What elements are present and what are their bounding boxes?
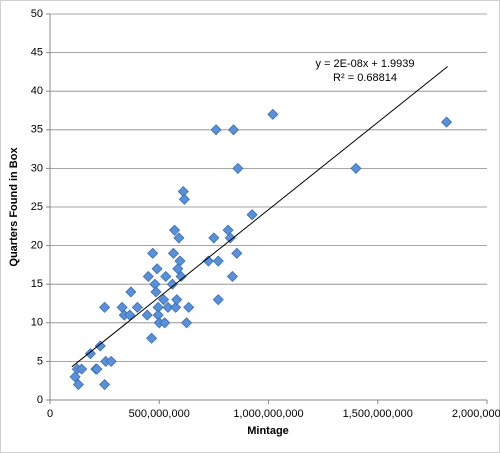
trend-equation: y = 2E-08x + 1.9939 bbox=[315, 58, 414, 70]
data-point bbox=[159, 317, 171, 329]
y-tick-label: 5 bbox=[37, 355, 43, 367]
data-point bbox=[158, 294, 170, 306]
y-axis-label: Quarters Found in Box bbox=[8, 147, 20, 267]
x-tick-label: 2,000,000,000 bbox=[452, 408, 500, 420]
data-point bbox=[183, 301, 195, 313]
x-axis-label: Mintage bbox=[247, 425, 289, 437]
y-tick-label: 40 bbox=[31, 85, 43, 97]
x-tick-label: 1,500,000,000 bbox=[343, 408, 413, 420]
data-point bbox=[226, 270, 239, 283]
data-point bbox=[151, 263, 163, 275]
data-point bbox=[231, 247, 243, 259]
data-point bbox=[105, 355, 117, 367]
data-point bbox=[147, 247, 159, 259]
data-point bbox=[162, 301, 174, 313]
trendline bbox=[71, 66, 448, 368]
data-point bbox=[125, 286, 137, 298]
x-tick-label: 1,000,000,000 bbox=[233, 408, 303, 420]
data-point bbox=[180, 317, 193, 329]
data-point bbox=[150, 286, 162, 298]
y-tick-label: 15 bbox=[31, 278, 43, 290]
data-point bbox=[131, 301, 143, 313]
y-tick-label: 0 bbox=[37, 394, 43, 406]
data-point bbox=[171, 294, 183, 306]
data-point bbox=[208, 232, 220, 244]
data-point bbox=[350, 162, 362, 174]
y-tick-label: 35 bbox=[31, 124, 43, 136]
data-point bbox=[91, 363, 103, 375]
data-point bbox=[174, 255, 186, 267]
x-tick-label: 500,000,000 bbox=[129, 408, 190, 420]
data-point bbox=[94, 340, 106, 352]
data-point bbox=[246, 209, 258, 221]
data-point bbox=[441, 116, 453, 128]
data-point bbox=[267, 108, 279, 120]
y-tick-label: 30 bbox=[31, 162, 43, 174]
data-point bbox=[202, 255, 214, 267]
data-point bbox=[175, 270, 187, 283]
data-point bbox=[212, 294, 224, 306]
data-point bbox=[141, 309, 153, 321]
data-point bbox=[232, 162, 244, 174]
y-tick-label: 45 bbox=[31, 47, 43, 59]
data-point bbox=[167, 247, 180, 259]
data-point bbox=[142, 270, 154, 283]
data-point bbox=[166, 278, 178, 290]
y-tick-label: 20 bbox=[31, 240, 43, 252]
data-point bbox=[210, 124, 222, 136]
data-point bbox=[224, 232, 236, 244]
r-squared: R² = 0.68814 bbox=[333, 72, 397, 84]
data-point bbox=[178, 193, 190, 205]
data-point bbox=[227, 124, 240, 136]
data-point bbox=[84, 348, 96, 360]
x-tick-label: 0 bbox=[47, 408, 53, 420]
y-tick-label: 10 bbox=[31, 317, 43, 329]
data-point bbox=[72, 378, 84, 391]
data-point bbox=[146, 332, 158, 344]
data-point bbox=[160, 270, 172, 283]
data-point bbox=[173, 232, 185, 244]
data-point bbox=[99, 378, 111, 391]
data-point bbox=[76, 363, 88, 375]
y-tick-label: 25 bbox=[31, 201, 43, 213]
data-point bbox=[99, 301, 111, 313]
y-tick-label: 50 bbox=[31, 8, 43, 20]
data-point bbox=[212, 255, 224, 267]
data-point bbox=[170, 301, 182, 313]
data-point bbox=[168, 224, 181, 236]
